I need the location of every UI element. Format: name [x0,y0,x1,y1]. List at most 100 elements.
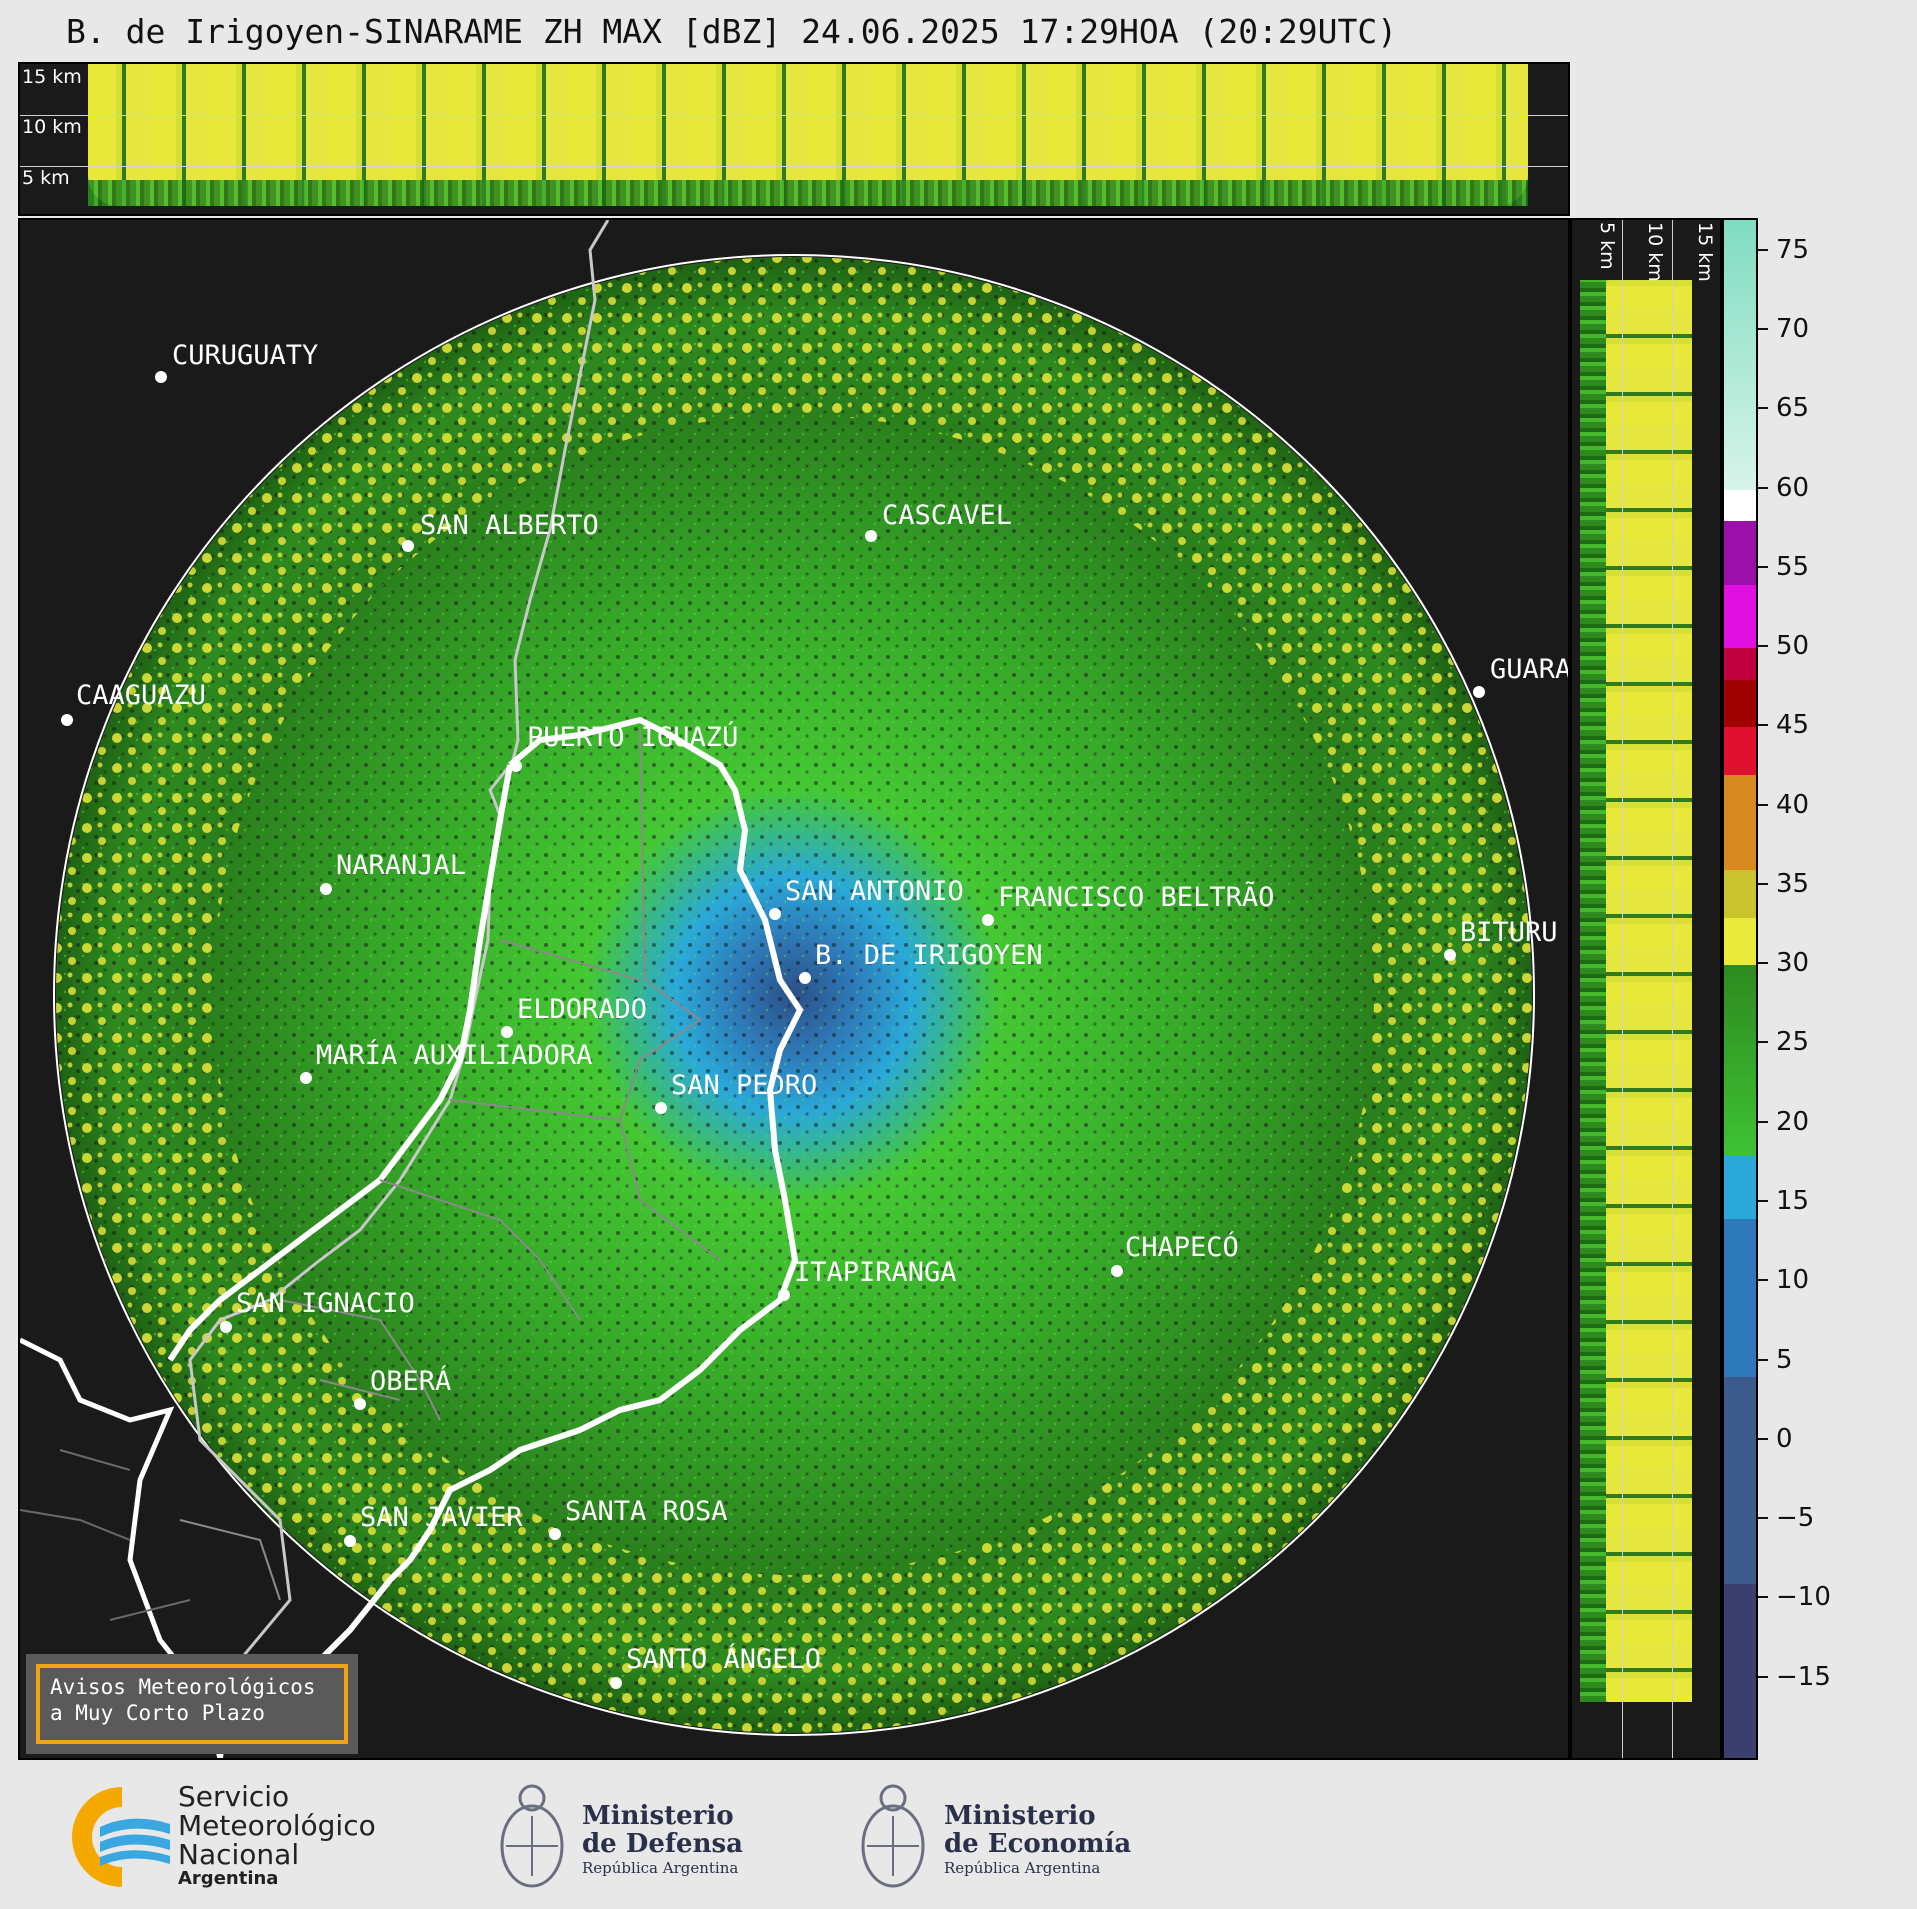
colorbar-tick-label: 65 [1776,393,1810,424]
colorbar-tick-label: −5 [1776,1503,1815,1534]
colorbar-segment [1724,1155,1756,1219]
colorbar-segment [1724,774,1756,871]
city-label-obera: OBERÁ [370,1366,452,1397]
colorbar-tick-label: 40 [1776,789,1810,820]
city-dot [300,1072,312,1084]
colorbar-tick-label: 45 [1776,710,1810,741]
colorbar-segment [1724,1583,1756,1758]
colorbar-tick [1758,565,1768,568]
right-label-5km: 5 km [1596,222,1618,270]
colorbar-segment [1724,727,1756,775]
colorbar-segment [1724,870,1756,918]
colorbar-tick-label: 70 [1776,313,1810,344]
radar-map: CURUGUATY SAN ALBERTO CASCAVEL CAAGUAZU … [18,218,1570,1760]
defensa-sub: República Argentina [582,1859,739,1877]
smn-sub: Argentina [178,1868,279,1889]
economia-line-1: Ministerio [944,1801,1096,1831]
city-dot [344,1535,356,1547]
colorbar-tick [1758,1596,1768,1599]
top-gridline-10km [20,115,1568,116]
colorbar-segment [1724,965,1756,1156]
colorbar-tick [1758,248,1768,251]
radar-svg [20,220,1568,1758]
colorbar-segment [1724,679,1756,728]
colorbar-tick [1758,724,1768,727]
radar-range-ring [53,254,1535,1736]
top-label-15km: 15 km [22,66,82,88]
defensa-logo-text: Ministerio de Defensa República Argentin… [582,1802,743,1878]
colorbar-segment [1724,220,1756,490]
colorbar-tick-label: −15 [1776,1661,1831,1692]
defensa-line-2: de Defensa [582,1829,743,1859]
city-label-maria-auxiliadora: MARÍA AUXILIADORA [316,1040,593,1071]
top-gridline-5km [20,166,1568,167]
right-echo-base [1580,280,1606,1702]
city-label-san-ignacio: SAN IGNACIO [236,1288,415,1319]
city-dot [982,914,994,926]
city-dot [1111,1265,1123,1277]
colorbar-tick-label: 35 [1776,868,1810,899]
colorbar-segment [1724,1377,1756,1584]
city-label-san-pedro: SAN PEDRO [671,1070,818,1101]
city-label-curuguaty: CURUGUATY [172,340,319,371]
colorbar-segment [1724,521,1756,585]
economia-line-2: de Economía [944,1829,1132,1859]
colorbar-tick-label: 50 [1776,631,1810,662]
colorbar-tick [1758,1517,1768,1520]
smn-logo-text: Servicio Meteorológico Nacional Argentin… [178,1782,376,1889]
page-title: B. de Irigoyen-SINARAME ZH MAX [dBZ] 24.… [66,12,1398,51]
right-label-10km: 10 km [1644,222,1666,282]
notice-inner: Avisos Meteorológicos a Muy Corto Plazo [36,1664,348,1744]
city-dot [155,371,167,383]
city-dot [402,540,414,552]
smn-line-3: Nacional [178,1838,300,1871]
city-dot [865,530,877,542]
colorbar-tick [1758,407,1768,410]
river-border-north [506,220,610,781]
city-dot [220,1321,232,1333]
colorbar-tick-label: 5 [1776,1344,1793,1375]
city-dot [549,1528,561,1540]
city-label-cascavel: CASCAVEL [882,500,1013,531]
city-dot [799,972,811,984]
top-cross-section: 15 km 10 km 5 km [18,62,1570,216]
colorbar-tick-label: 60 [1776,472,1810,503]
colorbar-tick [1758,1675,1768,1678]
right-cross-section: 5 km 10 km 15 km [1570,218,1722,1760]
colorbar-tick [1758,327,1768,330]
smn-line-2: Meteorológico [178,1809,376,1842]
city-label-santa-rosa: SANTA ROSA [565,1496,728,1527]
city-label-guara: GUARA [1490,654,1570,685]
defensa-line-1: Ministerio [582,1801,734,1831]
colorbar [1722,218,1758,1760]
colorbar-tick [1758,962,1768,965]
colorbar-tick-label: 10 [1776,1265,1810,1296]
colorbar-segment [1724,917,1756,966]
city-label-bituru: BITURU [1460,917,1558,948]
right-label-15km: 15 km [1694,222,1716,282]
city-dot [354,1398,366,1410]
city-label-san-alberto: SAN ALBERTO [420,510,599,541]
city-dot [61,714,73,726]
economia-logo-text: Ministerio de Economía República Argenti… [944,1802,1131,1878]
city-dot [1444,949,1456,961]
colorbar-ticks: 75 70 65 60 55 50 45 40 35 30 25 20 15 10 5 0 −5 −10 −15 [1758,218,1878,1760]
colorbar-tick [1758,1279,1768,1282]
city-dot [1473,686,1485,698]
city-dot [769,908,781,920]
economia-coat-of-arms-icon [861,1784,925,1888]
colorbar-tick-label: 0 [1776,1423,1793,1454]
colorbar-tick [1758,1437,1768,1440]
city-dot [501,1026,513,1038]
city-label-naranjal: NARANJAL [336,850,467,881]
smn-line-1: Servicio [178,1780,290,1813]
city-label-b-de-irigoyen: B. DE IRIGOYEN [815,940,1043,971]
top-echo-base [88,180,1528,206]
notice-box: Avisos Meteorológicos a Muy Corto Plazo [26,1654,358,1754]
colorbar-tick [1758,1041,1768,1044]
city-label-chapeco: CHAPECÓ [1125,1232,1239,1263]
province-outline-west [167,764,513,1362]
city-label-san-antonio: SAN ANTONIO [785,876,964,907]
city-label-san-javier: SAN JAVIER [360,1502,523,1533]
city-label-puerto-iguazu: PUERTO IGUAZÚ [527,722,739,753]
